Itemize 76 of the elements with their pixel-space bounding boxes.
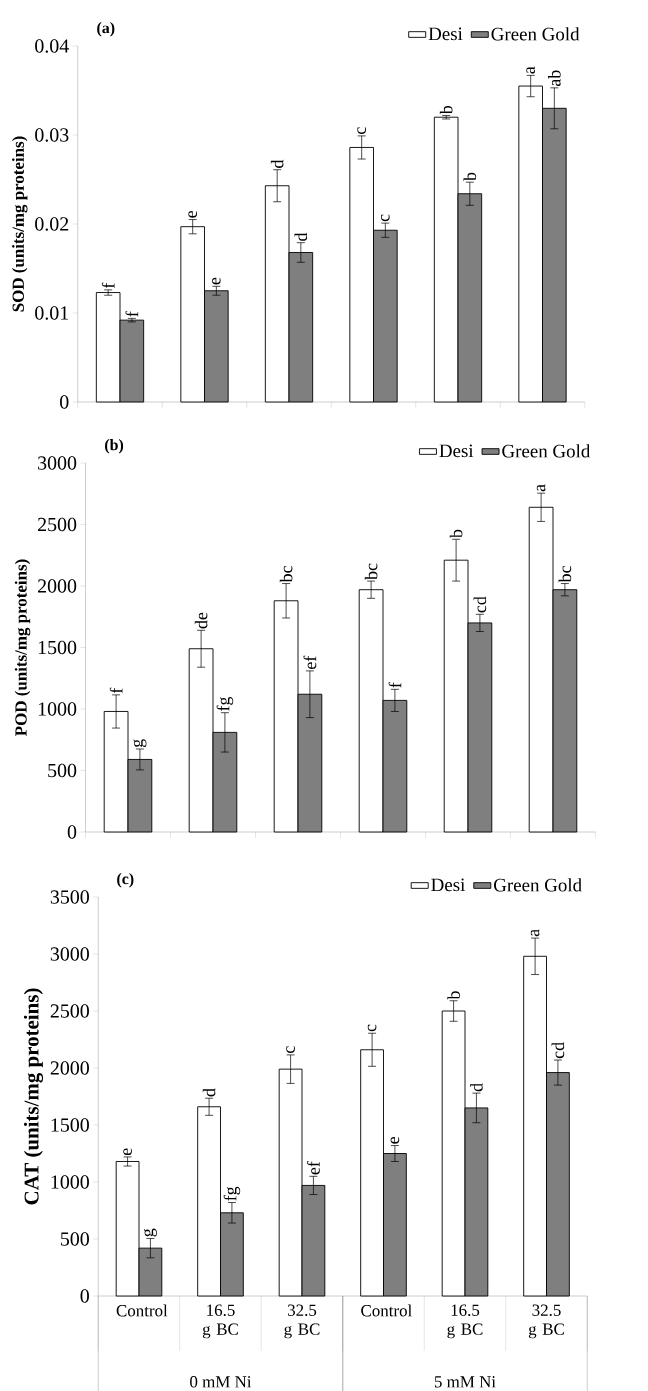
data-label: e — [188, 211, 197, 218]
y-axis-title: CAT (units/mg proteins) — [23, 988, 44, 1205]
y-tick-label: 0.02 — [35, 217, 69, 231]
x-tick-label: Control — [361, 1304, 412, 1317]
data-label: b — [439, 105, 453, 115]
y-tick-label: 1500 — [38, 640, 77, 655]
data-label: c — [367, 1024, 377, 1032]
y-tick-label: 500 — [61, 1232, 89, 1246]
y-tick-label: 3000 — [38, 456, 77, 470]
text: 0 mM Ni — [190, 1376, 252, 1388]
data-label: bc — [364, 563, 378, 580]
data-label: e — [390, 1136, 400, 1144]
data-label: g — [133, 739, 147, 748]
data-label: cd — [551, 1042, 565, 1059]
chart-title: (b) — [105, 439, 124, 454]
y-tick-label: 0 — [67, 825, 77, 839]
y-tick-label: 1500 — [51, 1118, 89, 1132]
data-label: f — [109, 687, 123, 694]
y-tick-label: 0.04 — [35, 39, 69, 53]
data-label: a — [530, 929, 540, 937]
data-label: cd — [473, 596, 487, 613]
legend-label: Green Gold — [494, 878, 582, 892]
y-axis-title: SOD (units/mg proteins) — [12, 136, 28, 312]
y-tick-label: 3500 — [50, 890, 89, 904]
data-label: fg — [216, 696, 234, 711]
data-label: c — [381, 214, 390, 222]
y-tick-label: 0 — [80, 1289, 89, 1303]
data-label: d — [270, 159, 284, 168]
y-tick-label: 2000 — [38, 579, 77, 593]
x-tick-label: Control — [116, 1304, 168, 1317]
data-label: f — [388, 682, 402, 688]
y-tick-label: 2500 — [50, 1004, 89, 1018]
legend-label: Green Gold — [491, 27, 580, 41]
data-label: a — [536, 484, 546, 492]
legend-label: Desi — [428, 27, 463, 41]
y-tick-label: 500 — [48, 763, 77, 778]
data-label: e — [123, 1148, 132, 1156]
y-tick-label: 2000 — [50, 1061, 89, 1075]
data-label: bc — [279, 565, 293, 583]
data-label: ab — [548, 70, 561, 87]
data-label: b — [449, 529, 463, 539]
data-label: a — [526, 66, 535, 74]
data-label: de — [194, 612, 208, 629]
data-label: bc — [558, 565, 572, 583]
y-tick-label: 2500 — [38, 517, 77, 532]
y-tick-label: 0.03 — [35, 128, 69, 142]
x-tick-label: 32.5 g BC — [528, 1304, 564, 1339]
y-tick-label: 0 — [60, 395, 69, 409]
legend-label: Desi — [439, 444, 474, 458]
legend-label: Green Gold — [502, 444, 591, 458]
data-label: f — [101, 282, 115, 289]
legend-label: Desi — [431, 878, 465, 892]
data-label: c — [357, 127, 366, 135]
y-axis-title: POD (units/mg proteins) — [14, 559, 31, 736]
chart-title: (c) — [117, 873, 134, 888]
data-label: e — [212, 277, 221, 285]
y-tick-label: 0.01 — [35, 306, 69, 320]
x-tick-label: 32.5 g BC — [284, 1304, 320, 1339]
data-label: d — [202, 1088, 216, 1097]
y-tick-label: 3000 — [50, 947, 89, 961]
y-tick-label: 1000 — [51, 1175, 89, 1189]
data-label: d — [294, 232, 308, 241]
data-label: fg — [223, 1186, 241, 1201]
data-label: f — [125, 311, 139, 317]
y-tick-label: 1000 — [38, 702, 77, 716]
data-label: b — [463, 172, 477, 181]
data-label: c — [286, 1046, 295, 1054]
data-label: ef — [303, 655, 317, 669]
chart-title: (a) — [97, 22, 115, 37]
text: 5 mM Ni — [434, 1376, 496, 1388]
x-tick-label: 16.5 g BC — [447, 1304, 483, 1339]
x-tick-label: 16.5 g BC — [202, 1304, 238, 1339]
data-label: ef — [307, 1161, 320, 1175]
data-label: g — [143, 1228, 157, 1237]
data-label: d — [470, 1083, 483, 1092]
data-label: b — [447, 991, 460, 1000]
